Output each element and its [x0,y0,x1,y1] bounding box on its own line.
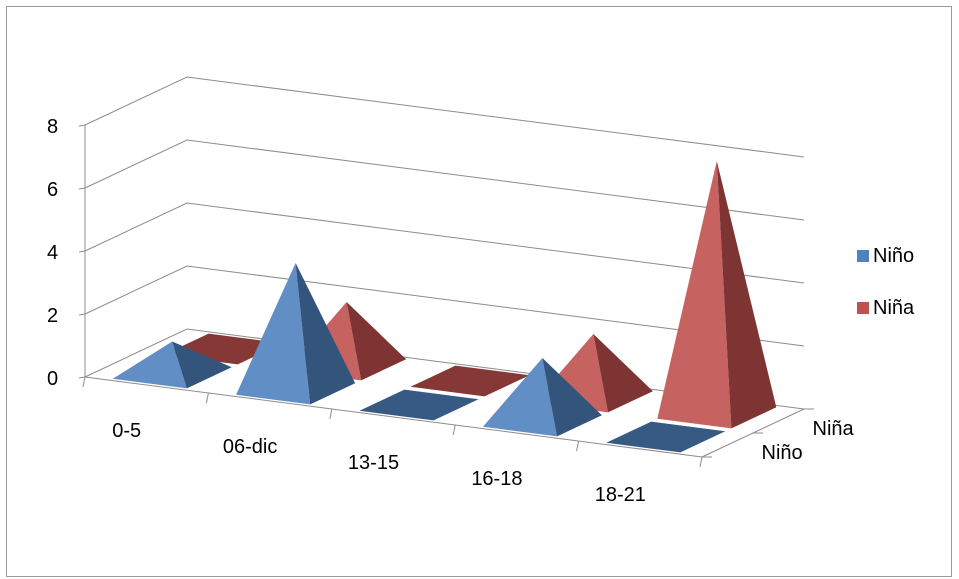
gridline [84,139,805,221]
pyramid-Niña-13-15 [410,365,530,397]
y-tick-label: 0 [47,368,58,390]
category-label: 16-18 [471,468,522,490]
x-tick-mark [205,392,209,404]
pyramid-front-face [236,263,311,405]
chart-frame [6,6,952,577]
zero-value-base [410,365,530,397]
category-label: 0-5 [112,420,141,442]
legend-label: Niño [873,245,914,267]
pyramid-marks [112,161,777,453]
pyramid-Niño-06-dic [236,263,356,405]
pyramid-side-face [172,341,232,389]
depth-labels: Niño Niña [762,418,855,464]
pyramid-front-face [657,161,732,429]
gridline [84,76,805,158]
pyramid-side-face [542,358,602,437]
legend-swatch [857,302,869,314]
y-tick-label: 4 [47,242,58,264]
pyramid-Niña-18-21 [657,161,777,429]
pyramid-side-face [716,161,777,429]
depth-label: Niña [813,418,855,440]
pyramid-front-face [482,358,557,437]
pyramid-Niño-18-21 [606,421,726,453]
category-label: 06-dic [223,436,277,458]
pyramid-Niño-16-18 [482,358,602,437]
legend: Niño Niña [857,245,915,319]
gridline [84,202,805,284]
gridline [84,265,805,347]
category-label: 13-15 [348,452,399,474]
pyramid-side-face [593,334,653,413]
y-tick-mark [78,376,86,379]
legend-swatch [857,250,869,262]
x-tick-mark [576,440,580,452]
pyramid-side-face [295,263,356,405]
depth-label: Niño [762,442,803,464]
pyramid-Niño-13-15 [359,389,479,421]
y-tick-mark [78,187,86,190]
pyramid-Niño-0-5 [112,341,232,389]
category-labels: 0-5 06-dic 13-15 16-18 18-21 [112,420,646,506]
pyramid-front-face [112,341,187,389]
y-tick-mark [78,313,86,316]
x-axis-line [84,376,703,458]
legend-label: Niña [873,297,915,319]
zero-value-base [606,421,726,453]
pyramid-side-face [346,302,407,381]
x-tick-mark [82,376,86,388]
x-tick-mark [452,424,456,436]
y-tick-mark [78,250,86,253]
category-label: 18-21 [595,484,646,506]
y-tick-label: 2 [47,305,58,327]
x-tick-mark [329,408,333,420]
y-tick-label: 8 [47,116,58,138]
y-tick-mark [78,124,86,127]
x-tick-mark [699,456,703,468]
zero-value-base [359,389,479,421]
y-tick-label: 6 [47,179,58,201]
y-axis-ticks: 0 2 4 6 8 [47,116,86,390]
